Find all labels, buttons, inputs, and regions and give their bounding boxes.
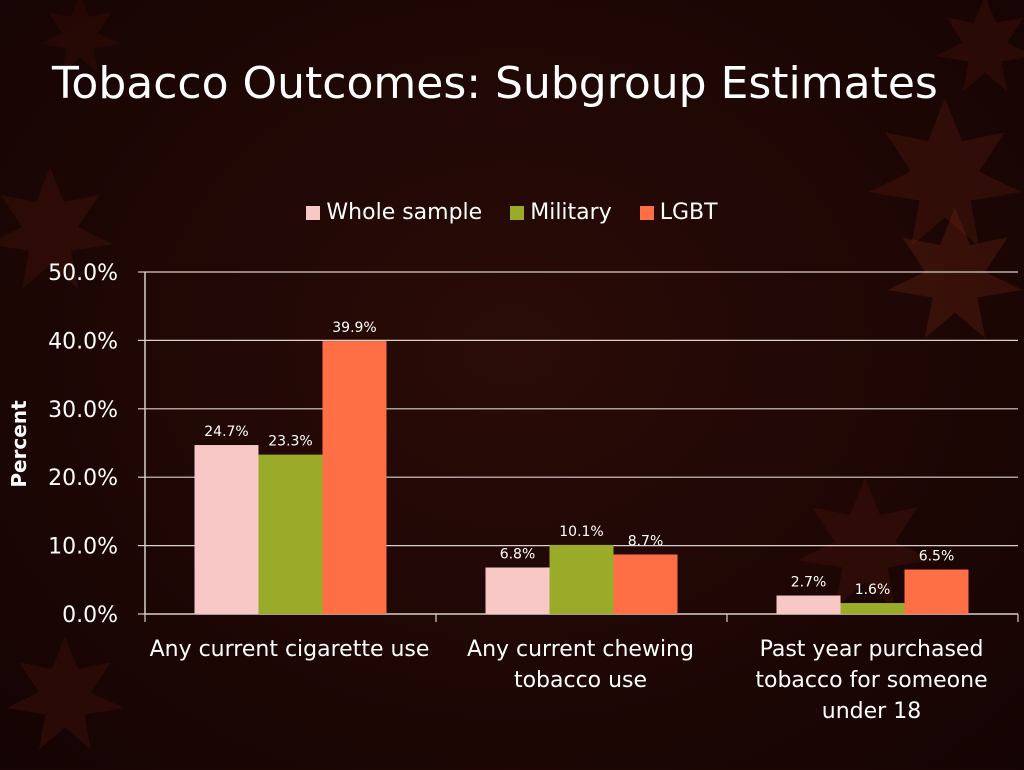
legend-label-lgbt: LGBT bbox=[659, 200, 718, 225]
y-tick-label: 10.0% bbox=[48, 535, 118, 560]
data-label: 2.7% bbox=[791, 575, 827, 591]
bar bbox=[549, 544, 614, 614]
y-tick-label: 20.0% bbox=[48, 466, 118, 491]
background-leaf-decoration bbox=[39, 0, 121, 73]
bar bbox=[485, 567, 550, 614]
background-leaf-decoration bbox=[935, 0, 1024, 92]
y-tick-label: 0.0% bbox=[62, 603, 118, 628]
y-tick-label: 40.0% bbox=[48, 329, 118, 354]
legend-label-military: Military bbox=[530, 200, 612, 225]
data-label: 10.1% bbox=[559, 524, 603, 540]
category-label-cigarette: Any current cigarette use bbox=[149, 637, 430, 662]
background-leaf-decoration bbox=[797, 477, 933, 608]
background-leaf-decoration bbox=[6, 636, 124, 750]
bar bbox=[840, 603, 905, 614]
legend-swatch-military bbox=[510, 205, 525, 220]
y-axis-title: Percent bbox=[7, 400, 31, 488]
slide-title: Tobacco Outcomes: Subgroup Estimates bbox=[52, 58, 938, 109]
data-label: 6.5% bbox=[919, 549, 955, 565]
data-label: 6.8% bbox=[500, 546, 536, 562]
legend-item-military: Military bbox=[510, 200, 612, 225]
legend-swatch-whole-sample bbox=[306, 205, 321, 220]
bar bbox=[904, 569, 969, 614]
background-leaf-decoration bbox=[0, 167, 113, 289]
bar bbox=[776, 595, 841, 614]
chart-legend: Whole sample Military LGBT bbox=[0, 200, 1024, 225]
background-leaf-decoration bbox=[868, 98, 1022, 247]
background-leaf-decoration bbox=[887, 207, 1023, 338]
y-tick-label: 50.0% bbox=[48, 261, 118, 286]
category-label-chewing: Any current chewing tobacco use bbox=[467, 637, 694, 693]
bar bbox=[613, 554, 678, 614]
bar bbox=[322, 341, 387, 614]
legend-item-whole-sample: Whole sample bbox=[306, 200, 482, 225]
legend-label-whole-sample: Whole sample bbox=[326, 200, 483, 225]
data-label: 39.9% bbox=[332, 320, 376, 336]
bar bbox=[194, 445, 259, 614]
legend-swatch-lgbt bbox=[639, 205, 654, 220]
data-label: 24.7% bbox=[204, 424, 248, 440]
data-label: 8.7% bbox=[628, 533, 664, 549]
legend-item-lgbt: LGBT bbox=[639, 200, 718, 225]
category-label-purchased: Past year purchased tobacco for someone … bbox=[755, 637, 988, 724]
bar bbox=[258, 454, 323, 614]
data-label: 1.6% bbox=[855, 582, 891, 598]
data-label: 23.3% bbox=[268, 434, 312, 450]
y-tick-label: 30.0% bbox=[48, 398, 118, 423]
